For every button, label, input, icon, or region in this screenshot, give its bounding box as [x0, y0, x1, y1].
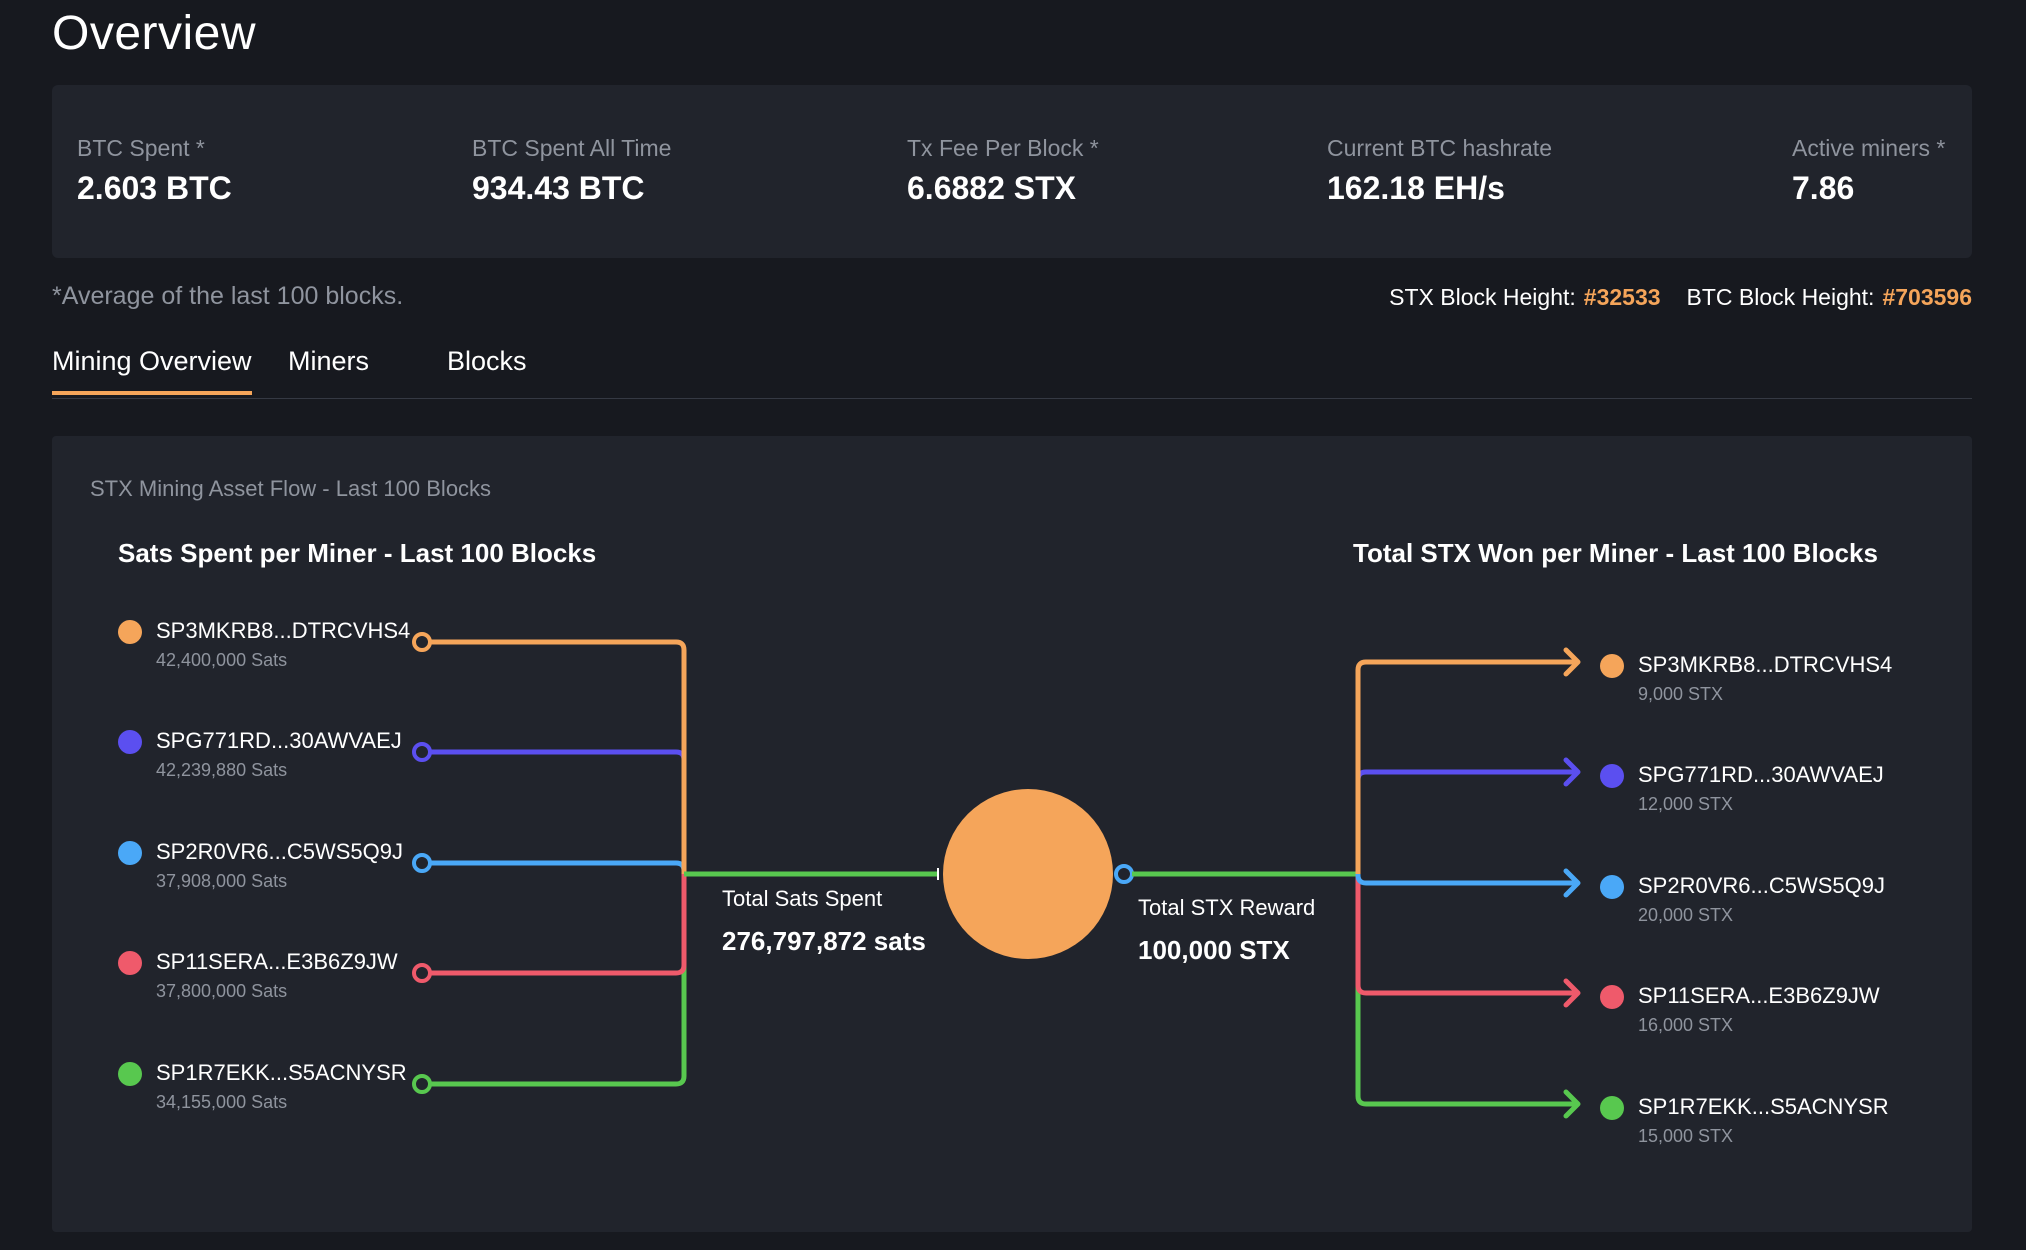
miner-sats: 37,908,000 Sats: [156, 871, 288, 891]
miner-stx: 12,000 STX: [1638, 794, 1734, 814]
miner-color-dot: [118, 951, 142, 975]
stat-value: 2.603 BTC: [77, 170, 232, 206]
stat-value: 934.43 BTC: [472, 170, 645, 206]
block-heights: STX Block Height: #32533 BTC Block Height:…: [1389, 284, 1972, 311]
arrow-head-icon: [1563, 1089, 1581, 1119]
tab-blocks[interactable]: Blocks: [447, 346, 527, 376]
total-reward-label: Total STX Reward: [1138, 895, 1316, 920]
right-flow-line: [1355, 769, 1578, 874]
miner-stx: 20,000 STX: [1638, 905, 1734, 925]
miner-color-dot: [1600, 654, 1624, 678]
sats-spent-title: Sats Spent per Miner - Last 100 Blocks: [118, 538, 597, 568]
miner-color-dot: [1600, 875, 1624, 899]
miner-address: SP1R7EKK...S5ACNYSR: [1638, 1094, 1889, 1119]
total-reward-value: 100,000 STX: [1138, 935, 1290, 965]
flow-lines: [412, 632, 1581, 1119]
flow-diagram: [412, 632, 1581, 1119]
left-flow-node: [412, 963, 432, 983]
arrow-head-icon: [1563, 868, 1581, 898]
stat-btc-spent-all-time: BTC Spent All Time 934.43 BTC: [472, 135, 671, 207]
left-flow-line: [422, 860, 687, 874]
miner-address: SP11SERA...E3B6Z9JW: [156, 949, 398, 974]
tab-bar: Mining Overview Miners Blocks: [52, 346, 1972, 399]
miner-sats: 37,800,000 Sats: [156, 981, 288, 1001]
stx-won-title: Total STX Won per Miner - Last 100 Block…: [1353, 538, 1878, 568]
miner-address: SP3MKRB8...DTRCVHS4: [156, 618, 411, 643]
arrow-head-icon: [1563, 647, 1581, 677]
stx-height-label: STX Block Height:: [1389, 284, 1576, 310]
miner-color-dot: [118, 730, 142, 754]
stat-value: 7.86: [1792, 170, 1855, 206]
tab-miners[interactable]: Miners: [288, 346, 370, 376]
miner-color-dot: [1600, 764, 1624, 788]
arrow-head-icon: [1563, 978, 1581, 1008]
center-node: [943, 789, 1113, 959]
miner-stx: 9,000 STX: [1638, 684, 1724, 704]
stat-value: 162.18 EH/s: [1327, 170, 1505, 206]
miner-address: SPG771RD...30AWVAEJ: [156, 728, 402, 753]
left-flow-node: [412, 1074, 432, 1094]
reward-node: [1114, 864, 1134, 884]
left-flow-node: [412, 632, 432, 652]
tab-mining-overview[interactable]: Mining Overview: [52, 346, 252, 395]
stat-active-miners: Active miners * 7.86: [1792, 135, 1945, 207]
total-sats-label: Total Sats Spent: [722, 886, 883, 911]
miner-address: SP3MKRB8...DTRCVHS4: [1638, 652, 1893, 677]
total-sats-value: 276,797,872 sats: [722, 926, 926, 956]
left-flow-line: [422, 874, 687, 976]
stat-btc-spent: BTC Spent * 2.603 BTC: [77, 135, 232, 207]
right-flow-line: [1355, 874, 1578, 1107]
left-flow-node: [412, 853, 432, 873]
stats-card: BTC Spent * 2.603 BTC BTC Spent All Time…: [52, 85, 1972, 258]
miner-address: SP1R7EKK...S5ACNYSR: [156, 1060, 407, 1085]
stat-btc-hashrate: Current BTC hashrate 162.18 EH/s: [1327, 135, 1552, 207]
stx-height-value[interactable]: #32533: [1583, 284, 1661, 310]
miner-address: SP11SERA...E3B6Z9JW: [1638, 983, 1880, 1008]
miner-stx: 15,000 STX: [1638, 1126, 1734, 1146]
miner-address: SP2R0VR6...C5WS5Q9J: [156, 839, 403, 864]
miner-color-dot: [118, 1062, 142, 1086]
stat-tx-fee-per-block: Tx Fee Per Block * 6.6882 STX: [907, 135, 1099, 207]
right-flow-line: [1355, 872, 1578, 886]
average-note: *Average of the last 100 blocks.: [52, 282, 404, 310]
stat-value: 6.6882 STX: [907, 170, 1076, 206]
miner-color-dot: [1600, 1096, 1624, 1120]
stat-label: BTC Spent All Time: [472, 135, 672, 161]
left-flow-node: [412, 742, 432, 762]
miner-address: SPG771RD...30AWVAEJ: [1638, 762, 1884, 787]
miner-sats: 42,400,000 Sats: [156, 650, 288, 670]
right-flow-line: [1355, 659, 1578, 874]
left-flow-line: [422, 639, 687, 874]
left-flow-line: [422, 874, 687, 1087]
miner-sats: 42,239,880 Sats: [156, 760, 288, 780]
miner-stx: 16,000 STX: [1638, 1015, 1734, 1035]
stat-label: Active miners *: [1792, 135, 1946, 161]
panel-title: STX Mining Asset Flow - Last 100 Blocks: [90, 476, 492, 501]
stat-label: Tx Fee Per Block *: [907, 135, 1099, 161]
asset-flow-panel: STX Mining Asset Flow - Last 100 Blocks …: [52, 436, 1972, 1232]
left-flow-line: [422, 749, 687, 874]
miner-color-dot: [118, 620, 142, 644]
miner-sats: 34,155,000 Sats: [156, 1092, 288, 1112]
miner-color-dot: [1600, 985, 1624, 1009]
total-sats-spent: Total Sats Spent 276,797,872 sats: [722, 886, 926, 957]
page-title: Overview: [52, 7, 257, 60]
stat-label: BTC Spent *: [77, 135, 205, 161]
total-stx-reward: Total STX Reward 100,000 STX: [1138, 895, 1315, 966]
miner-color-dot: [118, 841, 142, 865]
btc-height-value[interactable]: #703596: [1882, 284, 1972, 310]
stat-label: Current BTC hashrate: [1327, 135, 1552, 161]
btc-height-label: BTC Block Height:: [1686, 284, 1875, 310]
right-flow-line: [1355, 874, 1578, 996]
arrow-head-icon: [1563, 757, 1581, 787]
miner-address: SP2R0VR6...C5WS5Q9J: [1638, 873, 1885, 898]
